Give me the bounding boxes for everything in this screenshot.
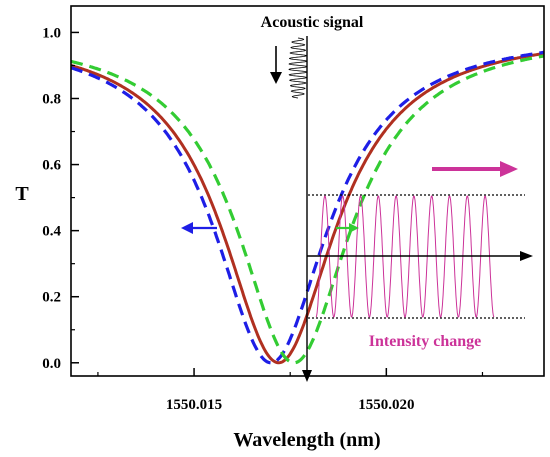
acoustic-down-arrow-head [270,72,282,84]
x-tick-label: 1550.020 [358,397,414,413]
signal-vertical-axis-arrow [302,370,312,382]
y-tick-label: 0.2 [42,290,61,306]
intensity-wave [315,195,495,318]
y-tick-label: 1.0 [42,25,61,41]
acoustic-signal-wave [288,37,308,99]
x-tick-label: 1550.015 [166,397,222,413]
green-arrow-head [349,223,359,233]
acoustic-signal-label: Acoustic signal [261,14,364,31]
intensity-change-label: Intensity change [369,333,481,350]
magenta-arrow-head [500,161,518,177]
y-axis-title: T [15,183,29,205]
y-tick-label: 0.6 [42,158,61,174]
x-axis-title: Wavelength (nm) [233,429,380,451]
y-tick-label: 0.8 [42,92,61,108]
y-tick-label: 0.4 [42,224,61,240]
intensity-annotation: Intensity change [308,194,525,350]
signal-horizontal-axis-arrow [520,251,533,261]
blue-arrow-head [181,222,193,234]
shift-arrows [181,161,518,234]
acoustic-signal-annotation: Acoustic signal [261,14,364,99]
series-line-3 [70,54,545,365]
time-axes [302,36,533,382]
y-tick-label: 0.0 [42,356,61,372]
ticks-layer: 1550.015 1550.020 0.0 0.2 0.4 0.6 0.8 1.0 [42,25,484,413]
